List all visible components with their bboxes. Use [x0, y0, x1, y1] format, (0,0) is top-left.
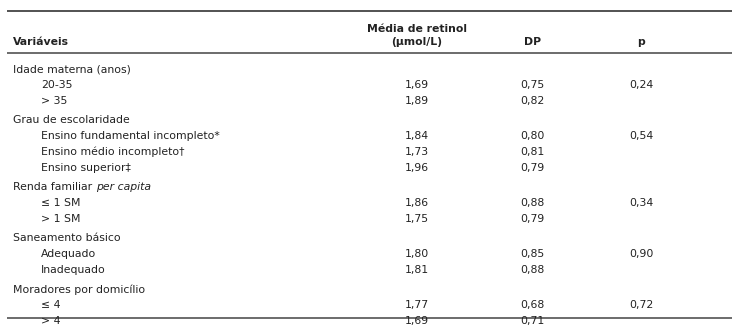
Text: Ensino fundamental incompleto*: Ensino fundamental incompleto*: [41, 131, 219, 141]
Text: 0,80: 0,80: [520, 131, 545, 141]
Text: 0,72: 0,72: [629, 300, 653, 310]
Text: 1,80: 1,80: [404, 249, 429, 259]
Text: > 35: > 35: [41, 96, 67, 106]
Text: 0,82: 0,82: [520, 96, 545, 106]
Text: 0,85: 0,85: [520, 249, 545, 259]
Text: Grau de escolaridade: Grau de escolaridade: [13, 115, 130, 126]
Text: 0,75: 0,75: [520, 80, 545, 90]
Text: > 4: > 4: [41, 316, 60, 326]
Text: 1,96: 1,96: [404, 163, 429, 173]
Text: Idade materna (anos): Idade materna (anos): [13, 64, 131, 74]
Text: 1,73: 1,73: [404, 147, 429, 157]
Text: p: p: [637, 37, 645, 47]
Text: 0,81: 0,81: [520, 147, 545, 157]
Text: > 1 SM: > 1 SM: [41, 214, 81, 224]
Text: 0,68: 0,68: [520, 300, 545, 310]
Text: 0,54: 0,54: [629, 131, 653, 141]
Text: 0,79: 0,79: [520, 214, 545, 224]
Text: 0,34: 0,34: [629, 198, 653, 208]
Text: Ensino superior‡: Ensino superior‡: [41, 163, 131, 173]
Text: 0,88: 0,88: [520, 265, 545, 275]
Text: 0,88: 0,88: [520, 198, 545, 208]
Text: DP: DP: [524, 37, 541, 47]
Text: 0,71: 0,71: [520, 316, 545, 326]
Text: 1,86: 1,86: [404, 198, 429, 208]
Text: Moradores por domicílio: Moradores por domicílio: [13, 285, 146, 295]
Text: Variáveis: Variáveis: [13, 37, 69, 47]
Text: ≤ 4: ≤ 4: [41, 300, 60, 310]
Text: 1,75: 1,75: [404, 214, 429, 224]
Text: Média de retinol: Média de retinol: [367, 24, 466, 34]
Text: per capita: per capita: [96, 182, 151, 192]
Text: 20-35: 20-35: [41, 80, 72, 90]
Text: Renda familiar: Renda familiar: [13, 182, 96, 192]
Text: 0,79: 0,79: [520, 163, 545, 173]
Text: 1,69: 1,69: [404, 316, 429, 326]
Text: (μmol/L): (μmol/L): [391, 37, 442, 47]
Text: 0,24: 0,24: [629, 80, 653, 90]
Text: Ensino médio incompleto†: Ensino médio incompleto†: [41, 147, 184, 157]
Text: 0,90: 0,90: [629, 249, 653, 259]
Text: Adequado: Adequado: [41, 249, 96, 259]
Text: ≤ 1 SM: ≤ 1 SM: [41, 198, 81, 208]
Text: 1,81: 1,81: [404, 265, 429, 275]
Text: Inadequado: Inadequado: [41, 265, 106, 275]
Text: 1,69: 1,69: [404, 80, 429, 90]
Text: 1,84: 1,84: [404, 131, 429, 141]
Text: 1,89: 1,89: [404, 96, 429, 106]
Text: 1,77: 1,77: [404, 300, 429, 310]
Text: Saneamento básico: Saneamento básico: [13, 234, 120, 243]
